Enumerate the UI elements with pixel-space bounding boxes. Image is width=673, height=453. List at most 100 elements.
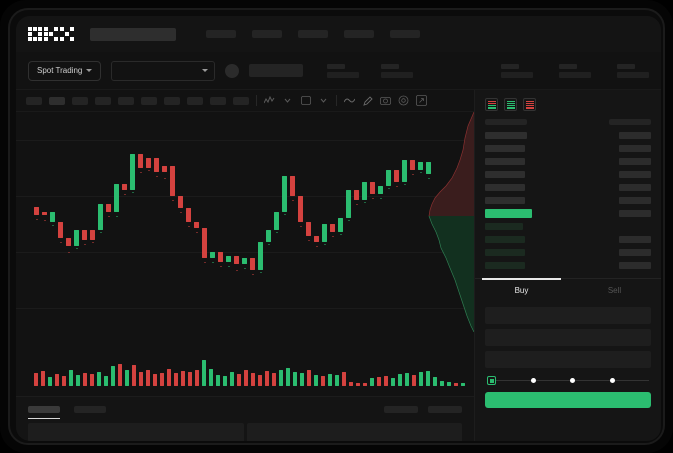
nav-item-4[interactable] — [390, 30, 420, 38]
slider-step-3[interactable] — [609, 378, 615, 383]
nav-item-2[interactable] — [298, 30, 328, 38]
orders-action-0[interactable] — [384, 406, 418, 413]
slider-step-1[interactable] — [530, 378, 536, 383]
candlestick-chart[interactable] — [16, 112, 474, 332]
submit-buy-button[interactable] — [485, 392, 651, 408]
orderbook-row[interactable] — [485, 181, 651, 194]
orderbook-rows[interactable] — [475, 129, 661, 272]
candle — [250, 258, 255, 275]
fullscreen-icon[interactable] — [416, 95, 427, 106]
volume-bar — [181, 371, 185, 386]
timeframe-3[interactable] — [95, 96, 111, 105]
timeframe-1[interactable] — [49, 96, 65, 105]
slider-step-2[interactable] — [570, 378, 575, 383]
volume-bar — [349, 382, 353, 386]
nav-item-1[interactable] — [252, 30, 282, 38]
orderbook-price — [619, 197, 651, 204]
candle — [362, 182, 367, 203]
volume-bar — [244, 370, 248, 386]
orderbook-row[interactable] — [485, 142, 651, 155]
timeframe-0[interactable] — [26, 96, 42, 105]
orderbook-amount — [485, 197, 525, 204]
candle — [282, 176, 287, 215]
volume-bar — [83, 373, 87, 386]
timeframe-6[interactable] — [164, 96, 180, 105]
stat-label — [501, 63, 519, 69]
volume-bar — [90, 374, 94, 386]
timeframe-2[interactable] — [72, 96, 88, 105]
okx-logo-icon[interactable] — [28, 27, 74, 41]
tab-sell[interactable]: Sell — [607, 286, 622, 295]
buy-sell-tabs: Buy Sell — [475, 278, 661, 301]
orders-content — [16, 413, 474, 441]
amount-slider[interactable] — [475, 368, 661, 385]
orderbook-amount — [485, 223, 523, 230]
orderbook-row[interactable] — [485, 220, 651, 233]
orderbook-row[interactable] — [485, 155, 651, 168]
gridline — [16, 196, 474, 197]
tab-order-history[interactable] — [74, 406, 106, 413]
text-tool-icon[interactable] — [300, 95, 311, 106]
order-amount-field[interactable] — [485, 329, 651, 346]
header-nav — [206, 30, 420, 38]
wave-tool-icon[interactable] — [344, 95, 355, 106]
orderbook-row[interactable] — [485, 246, 651, 259]
volume-bar — [391, 378, 395, 386]
candle — [170, 166, 175, 201]
tab-buy[interactable]: Buy — [475, 278, 568, 301]
timeframe-8[interactable] — [210, 96, 226, 105]
orderbook-row[interactable] — [485, 168, 651, 181]
orders-tabs — [16, 397, 474, 419]
orderbook-price — [619, 262, 651, 269]
orderbook-row[interactable] — [485, 259, 651, 272]
search-input[interactable] — [90, 27, 176, 41]
orderbook-asks-icon[interactable] — [523, 98, 536, 111]
settings-icon[interactable] — [398, 95, 409, 106]
timeframe-4[interactable] — [118, 96, 134, 105]
nav-item-3[interactable] — [344, 30, 374, 38]
orderbook-price — [619, 171, 651, 178]
timeframe-9[interactable] — [233, 96, 249, 105]
gridline — [16, 308, 474, 309]
orders-actions — [384, 406, 462, 413]
orderbook-bids-icon[interactable] — [504, 98, 517, 111]
spot-trading-dropdown[interactable]: Spot Trading — [28, 60, 102, 81]
volume-bar — [412, 375, 416, 386]
camera-icon[interactable] — [380, 95, 391, 106]
volume-bar — [251, 373, 255, 386]
orderbook-row[interactable] — [485, 207, 651, 220]
order-price-field[interactable] — [485, 307, 651, 324]
stat-label — [617, 63, 635, 69]
pair-name-label — [249, 64, 304, 77]
nav-item-0[interactable] — [206, 30, 236, 38]
orderbook-price — [619, 158, 651, 165]
orders-action-1[interactable] — [428, 406, 462, 413]
volume-bar — [433, 377, 437, 386]
stat-label — [327, 63, 346, 69]
orderbook-price — [619, 132, 651, 139]
timeframe-7[interactable] — [187, 96, 203, 105]
chevron-down-icon[interactable] — [282, 95, 293, 106]
volume-bar — [370, 378, 374, 386]
orderbook-row[interactable] — [485, 129, 651, 142]
orderbook-both-icon[interactable] — [485, 98, 498, 111]
orderbook-row[interactable] — [485, 233, 651, 246]
slider-handle-active[interactable] — [487, 376, 496, 385]
orders-block-0 — [28, 423, 244, 441]
candle — [346, 190, 351, 221]
pair-search-select[interactable] — [111, 60, 216, 81]
pencil-icon[interactable] — [362, 95, 373, 106]
timeframe-5[interactable] — [141, 96, 157, 105]
volume-bar — [146, 370, 150, 386]
candle — [130, 154, 135, 193]
spot-trading-label: Spot Trading — [37, 66, 83, 75]
chevron-down-icon — [202, 69, 209, 72]
candle — [90, 230, 95, 243]
volume-bar — [426, 371, 430, 386]
tab-open-orders[interactable] — [28, 406, 60, 419]
chevron-down-icon[interactable] — [318, 95, 329, 106]
order-total-field[interactable] — [485, 351, 651, 368]
indicators-icon[interactable] — [264, 95, 275, 106]
orderbook-row[interactable] — [485, 194, 651, 207]
